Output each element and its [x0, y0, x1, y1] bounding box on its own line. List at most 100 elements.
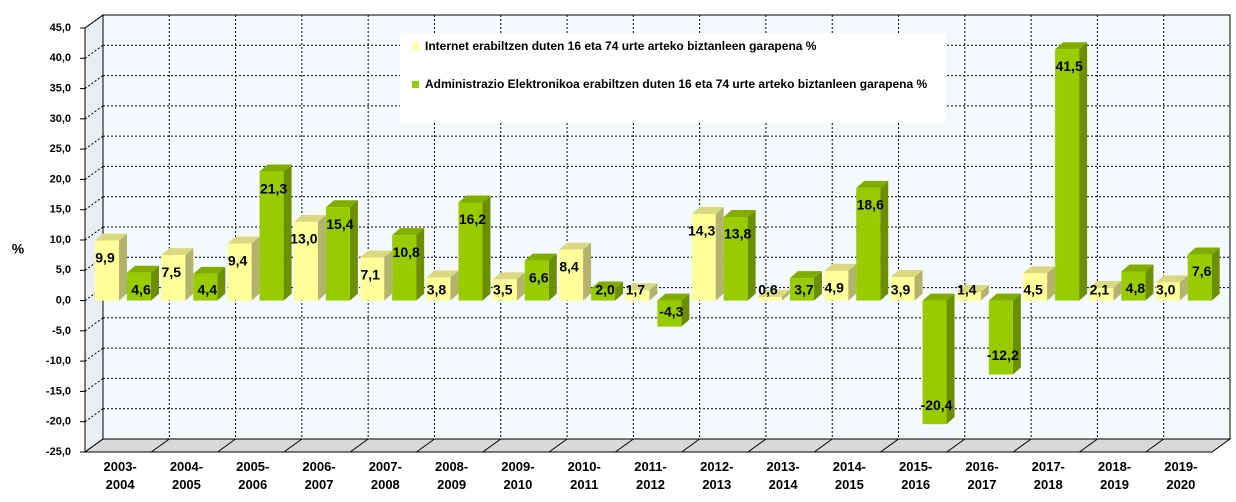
y-axis-label: %: [12, 241, 25, 257]
x-tick-label: 2019-2020: [1164, 459, 1197, 492]
bar-front: [625, 290, 650, 301]
value-label: 2,1: [1090, 281, 1110, 297]
bar-top: [922, 293, 955, 301]
floor-line: [681, 438, 700, 453]
bar-top: [492, 272, 525, 280]
bar: [227, 236, 260, 301]
value-label: 3,9: [891, 281, 911, 297]
value-label: -12,2: [987, 347, 1019, 363]
bar: [360, 250, 393, 301]
bar-front: [360, 257, 385, 301]
y-tick-label: 10,0: [50, 234, 71, 246]
bar-side: [151, 265, 159, 301]
value-label: 14,3: [688, 223, 715, 239]
bar-front: [259, 171, 284, 301]
x-tick-label: 2012-2013: [700, 459, 733, 492]
bar-top: [1121, 264, 1154, 272]
bar-front: [193, 273, 218, 301]
bar-front: [161, 255, 186, 301]
bar: [458, 195, 491, 301]
value-label: 13,8: [724, 226, 751, 242]
bar-side: [1047, 266, 1056, 301]
bar-top: [426, 270, 459, 278]
bar: [691, 206, 724, 301]
x-tick-label: 2018-2019: [1098, 459, 1131, 492]
bar-front: [922, 300, 947, 425]
bar-side: [1012, 293, 1021, 375]
bar-side: [450, 270, 459, 301]
bar: [559, 242, 592, 301]
y-tick-label: 5,0: [56, 264, 71, 276]
bar: [392, 228, 425, 301]
bar-top: [824, 263, 857, 271]
bar-top: [458, 195, 491, 203]
bar-front: [988, 300, 1013, 375]
x-tick-label: 2004-2005: [170, 459, 203, 492]
bar-front: [757, 296, 782, 301]
bar-top: [1155, 275, 1188, 283]
bar-front: [458, 202, 483, 301]
value-label: 21,3: [260, 180, 287, 196]
value-label: 9,9: [95, 249, 115, 265]
x-tick-label: 2017-2018: [1032, 459, 1065, 492]
bar-top: [757, 289, 790, 297]
bar-top: [95, 233, 127, 241]
bar-top: [1089, 280, 1122, 288]
y-tick-label: 35,0: [50, 82, 71, 94]
bar-side: [349, 200, 358, 301]
bar-front: [524, 260, 549, 301]
bar: [161, 248, 194, 301]
bar: [1055, 42, 1088, 301]
value-label: 7,6: [1192, 263, 1212, 279]
bar: [890, 269, 923, 301]
bar-top: [890, 269, 923, 277]
bar-side: [980, 285, 989, 301]
x-tick-label: 2006-2007: [302, 459, 335, 492]
x-tick-label: 2008-2009: [435, 459, 468, 492]
floor-line: [283, 438, 303, 453]
bar-top: [856, 180, 889, 188]
bar-side: [747, 209, 756, 301]
floor-line: [747, 438, 767, 453]
bar-top: [325, 200, 358, 208]
value-label: 3,8: [427, 281, 447, 297]
legend-swatch: [412, 43, 419, 50]
bar-front: [824, 270, 849, 301]
bar-side: [384, 250, 393, 301]
bar-side: [880, 180, 889, 301]
bar: [956, 285, 989, 301]
value-label: 4,8: [1126, 280, 1146, 296]
bar: [824, 263, 857, 301]
bar-top: [193, 266, 226, 274]
x-tick-label: 2009-2010: [501, 459, 534, 492]
bar-side: [781, 289, 790, 301]
bar-side: [813, 271, 822, 301]
floor-line: [1079, 438, 1098, 453]
bar-front: [856, 187, 881, 301]
bar-side: [1145, 264, 1154, 301]
value-label: 1,7: [626, 281, 646, 297]
value-label: 4,4: [198, 281, 218, 297]
bar-top: [293, 214, 326, 222]
bar: [95, 233, 127, 301]
bar: [193, 266, 226, 301]
bar: [1155, 275, 1188, 301]
bar-top: [789, 271, 822, 279]
value-label: 8,4: [559, 258, 579, 274]
bar-side: [516, 272, 525, 301]
bar-top: [1055, 42, 1088, 50]
bar-front: [956, 292, 981, 301]
legend-label: Internet erabiltzen duten 16 eta 74 urte…: [425, 39, 817, 53]
floor: [83, 438, 1232, 453]
floor-line: [151, 438, 170, 453]
bar-top: [723, 209, 756, 217]
bar-side: [615, 281, 624, 301]
bar: [426, 270, 459, 301]
x-tick-label: 2003-2004: [104, 459, 137, 492]
y-tick-label: 30,0: [50, 113, 71, 125]
bar-top: [1023, 266, 1056, 274]
bar: [127, 265, 159, 301]
bar-side: [715, 206, 724, 301]
bar-side: [251, 236, 260, 301]
